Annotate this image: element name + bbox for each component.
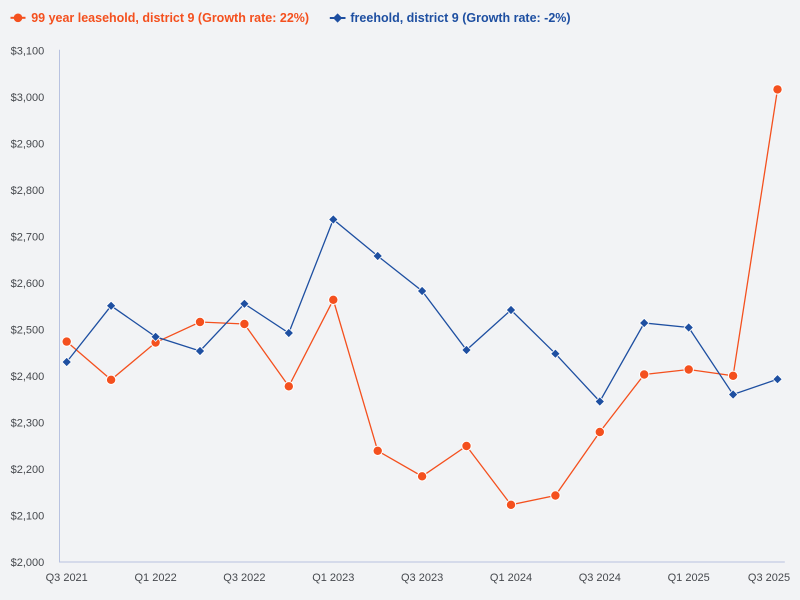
svg-text:$2,200: $2,200	[11, 464, 45, 476]
svg-text:Q3 2023: Q3 2023	[401, 572, 443, 584]
svg-text:$2,500: $2,500	[11, 324, 45, 336]
svg-text:Q3 2024: Q3 2024	[579, 572, 621, 584]
svg-text:Q1 2022: Q1 2022	[134, 572, 176, 584]
svg-text:Q1 2023: Q1 2023	[312, 572, 354, 584]
svg-text:Q1 2025: Q1 2025	[668, 572, 710, 584]
svg-text:freehold, district 9 (Growth r: freehold, district 9 (Growth rate: -2%)	[350, 11, 570, 25]
svg-text:Q3 2021: Q3 2021	[46, 572, 88, 584]
svg-text:99 year leasehold, district 9: 99 year leasehold, district 9 (Growth ra…	[31, 11, 309, 25]
svg-text:$2,400: $2,400	[11, 371, 45, 383]
svg-text:$2,100: $2,100	[11, 510, 45, 522]
svg-text:$2,800: $2,800	[11, 185, 45, 197]
svg-text:Q3 2022: Q3 2022	[223, 572, 265, 584]
svg-text:Q1 2024: Q1 2024	[490, 572, 532, 584]
svg-text:$2,700: $2,700	[11, 231, 45, 243]
svg-text:$3,100: $3,100	[11, 45, 45, 57]
svg-text:$2,300: $2,300	[11, 417, 45, 429]
svg-text:$2,900: $2,900	[11, 138, 45, 150]
svg-text:$2,600: $2,600	[11, 278, 45, 290]
svg-text:$3,000: $3,000	[11, 92, 45, 104]
svg-text:$2,000: $2,000	[11, 557, 45, 569]
svg-text:Q3 2025: Q3 2025	[748, 572, 790, 584]
